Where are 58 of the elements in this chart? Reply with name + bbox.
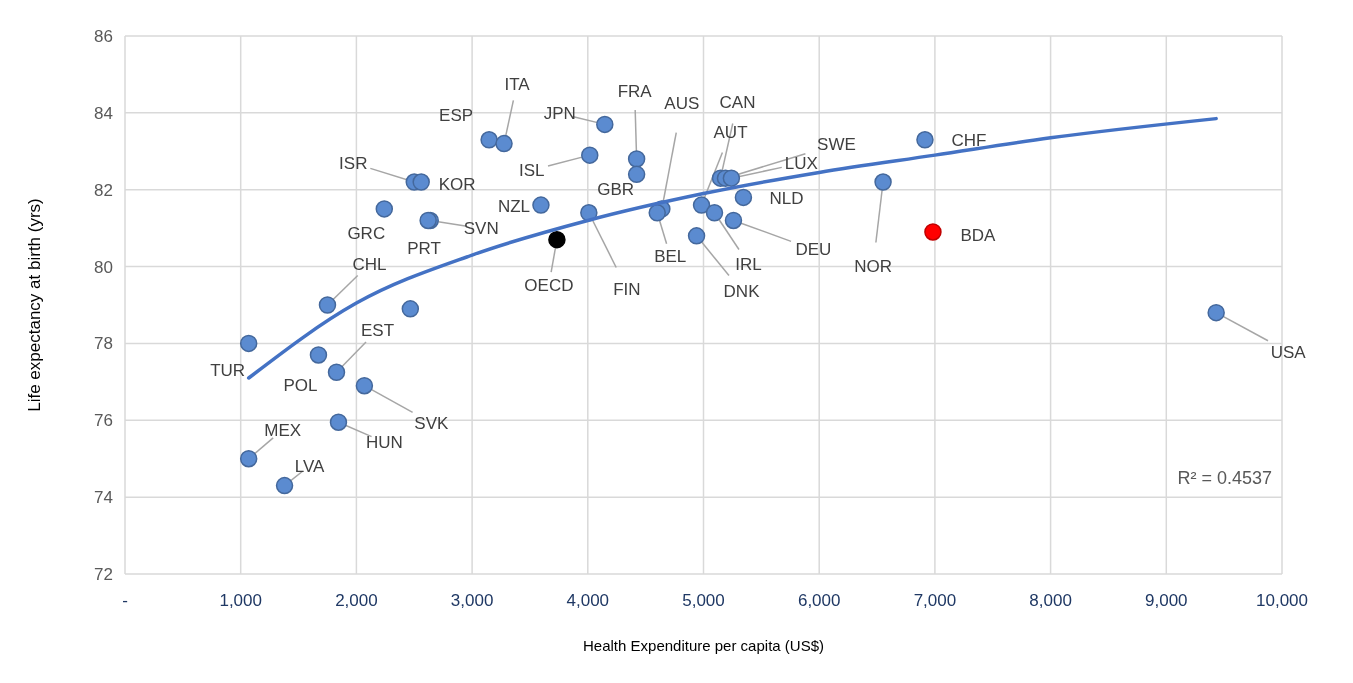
annotation: LUX [784,154,818,174]
x-tick-label: 7,000 [913,591,957,610]
y-tick-label: 80 [94,257,113,277]
annotation: EST [360,321,395,341]
annotation: ISL [519,161,545,181]
annotation: GBR [597,180,635,200]
x-tick-label: - [122,591,128,610]
annotation: IRL [735,254,762,274]
annotation: HUN [366,433,403,453]
annotation: KOR [438,174,476,194]
annotation: CAN [719,93,756,113]
x-tick-label: 4,000 [566,591,610,610]
annotation: MEX [264,420,302,440]
annotation: GRC [347,223,386,243]
y-tick-label: 74 [94,488,113,508]
y-tick-label: 76 [94,411,113,431]
annotation: SWE [817,135,856,155]
annotation: BDA [960,225,997,245]
x-tick-label: 3,000 [450,591,494,610]
x-axis-title: Health Expenditure per capita (US$) [583,637,824,654]
annotation: CHF [951,130,987,150]
y-tick-label: 84 [94,103,113,123]
annotation: JPN [543,104,576,124]
annotation: AUS [664,93,700,113]
x-tick-label: 5,000 [682,591,725,610]
annotation: CHL [352,254,387,274]
annotation: SVK [414,413,450,433]
annotation: OECD [524,275,574,295]
annotation: AUT [713,123,748,143]
annotation: ITA [504,74,531,94]
annotation: PRT [407,239,441,259]
y-tick-label: 86 [94,26,113,46]
annotation: SVN [463,219,499,239]
annotation: FIN [613,279,641,299]
annotation: USA [1270,342,1307,362]
annotation: NLD [769,189,804,209]
annotation: DEU [795,240,832,260]
annotation: TUR [210,361,246,381]
x-tick-label: 2,000 [335,591,378,610]
annotation: POL [283,375,318,395]
annotation: NOR [854,256,892,276]
x-tick-label: 6,000 [797,591,841,610]
annotation: LVA [294,456,326,476]
x-tick-label: 10,000 [1256,591,1308,610]
annotation: FRA [617,81,653,101]
annotation: NZL [497,197,530,217]
x-tick-label: 8,000 [1029,591,1072,610]
annotation: R² = 0.4537 [1177,468,1272,488]
annotation: ESP [439,105,474,125]
y-tick-label: 72 [94,564,113,584]
y-tick-label: 82 [94,180,113,200]
annotation: BEL [654,246,687,266]
annotation: ISR [339,153,368,173]
x-tick-label: 1,000 [219,591,262,610]
annotation: DNK [723,281,761,301]
y-tick-label: 78 [94,334,113,354]
y-axis-title: Life expectancy at birth (yrs) [25,198,44,412]
x-tick-label: 9,000 [1145,591,1188,610]
